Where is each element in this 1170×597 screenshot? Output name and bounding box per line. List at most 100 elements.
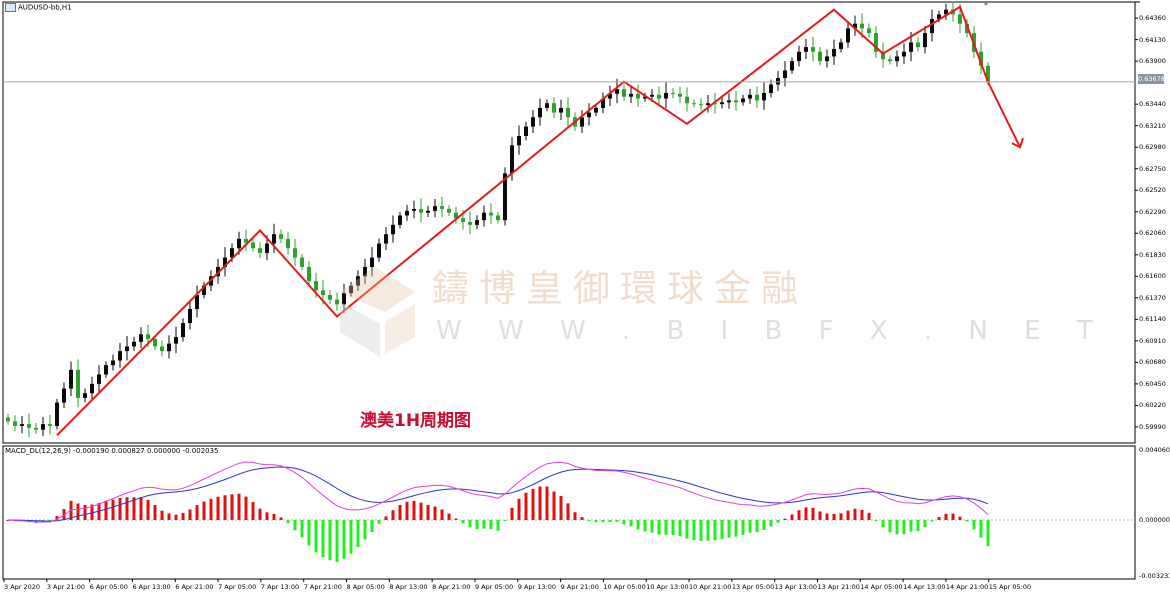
candle-body (6, 417, 10, 422)
arrow-head-icon (1011, 137, 1024, 149)
macd-histogram-bar (538, 486, 542, 520)
candle-body (391, 224, 395, 235)
symbol-label: AUDUSD-bb,H1 (18, 3, 72, 12)
candle-body (496, 215, 500, 221)
candle-body (447, 208, 451, 213)
time-tick-label: 14 Apr 21:00 (945, 583, 989, 591)
candle-body (69, 369, 73, 389)
time-tick-label: 10 Apr 13:00 (646, 583, 689, 591)
axis-ticks-group (3, 17, 1138, 582)
macd-pane-border (2, 445, 1136, 580)
candle-body (895, 56, 899, 62)
candle-body (461, 218, 465, 223)
macd-histogram-bar (314, 520, 318, 553)
candle-body (664, 92, 668, 99)
macd-histogram-bar (818, 511, 822, 520)
candle-body (902, 51, 906, 57)
macd-histogram-bar (888, 520, 892, 533)
chart-annotation: 澳美1H周期图 (360, 411, 472, 431)
watermark-brand: 鑄博皇御環球金融 (432, 267, 808, 310)
candle-body (958, 14, 962, 24)
candle-body (608, 93, 612, 99)
macd-histogram-bar (251, 502, 255, 520)
candle-body (622, 89, 626, 97)
candle-body (153, 338, 157, 347)
price-tick-label: 0.64130 (1139, 35, 1166, 44)
candle-body (132, 341, 136, 347)
macd-histogram-bar (384, 516, 388, 520)
candle-body (181, 323, 185, 338)
macd-histogram-bar (475, 520, 479, 530)
macd-histogram-bar (923, 520, 927, 528)
candle-body (188, 309, 192, 324)
time-tick-label: 14 Apr 05:00 (860, 583, 903, 591)
macd-histogram-bar (503, 520, 507, 521)
candle-body (881, 51, 885, 60)
macd-group (3, 461, 1135, 562)
macd-histogram-bar (111, 499, 115, 520)
macd-histogram-bar (734, 520, 738, 537)
candle-body (629, 93, 633, 97)
price-tick-label: 0.60910 (1139, 336, 1166, 345)
macd-histogram-bar (125, 497, 129, 520)
macd-histogram-bar (202, 501, 206, 520)
candle-body (783, 70, 787, 78)
macd-histogram-bar (181, 512, 185, 520)
candle-body (139, 334, 143, 342)
candle-body (440, 206, 444, 209)
candle-body (846, 28, 850, 43)
candle-body (62, 388, 66, 403)
time-tick-label: 8 Apr 13:00 (389, 583, 428, 591)
price-tick-label: 0.63210 (1139, 121, 1166, 130)
macd-histogram-bar (650, 520, 654, 533)
candle-body (258, 248, 262, 253)
price-tick-label: 0.62980 (1139, 143, 1166, 152)
macd-histogram-bar (433, 506, 437, 520)
macd-histogram-bar (55, 515, 59, 520)
time-tick-label: 6 Apr 21:00 (175, 583, 214, 591)
macd-histogram-bar (678, 520, 682, 537)
macd-histogram-bar (874, 520, 878, 521)
macd-histogram-bar (377, 520, 381, 524)
candle-body (482, 212, 486, 221)
macd-histogram-bar (895, 520, 899, 535)
macd-histogram-bar (559, 496, 563, 520)
shift-marker-icon[interactable] (983, 2, 989, 6)
macd-histogram-bar (573, 512, 577, 520)
candle-body (405, 210, 409, 216)
macd-histogram-bar (902, 520, 906, 535)
macd-histogram-bar (531, 488, 535, 520)
macd-histogram-bar (118, 497, 122, 520)
macd-histogram-bar (615, 520, 619, 522)
price-tick-label: 0.60680 (1139, 358, 1166, 367)
macd-histogram-bar (167, 513, 171, 520)
candle-body (111, 360, 115, 366)
macd-histogram-bar (132, 497, 136, 520)
macd-histogram-bar (566, 503, 570, 520)
candle-body (412, 208, 416, 211)
time-tick-label: 8 Apr 05:00 (346, 583, 385, 591)
candle-body (174, 337, 178, 344)
macd-histogram-bar (727, 520, 731, 538)
macd-histogram-bar (356, 520, 360, 547)
price-tick-label: 0.63440 (1139, 100, 1166, 109)
candle-body (825, 56, 829, 62)
watermark-logo-icon (340, 267, 415, 357)
candle-body (713, 103, 717, 105)
trend-projection-arrow (987, 81, 1021, 148)
time-tick-label: 3 Apr 2020 (4, 583, 41, 591)
candle-body (167, 343, 171, 352)
macd-histogram-bar (965, 520, 969, 522)
candle-body (97, 374, 101, 384)
macd-histogram-bar (643, 520, 647, 532)
macd-histogram-bar (160, 510, 164, 520)
macd-histogram-bar (335, 520, 339, 562)
price-tick-label: 0.62060 (1139, 229, 1166, 238)
candle-body (314, 280, 318, 291)
macd-histogram-bar (601, 520, 605, 523)
candle-body (944, 9, 948, 15)
candle-body (937, 14, 941, 20)
macd-axis-top: 0.004060 (1139, 446, 1170, 454)
candle-body (517, 135, 521, 146)
